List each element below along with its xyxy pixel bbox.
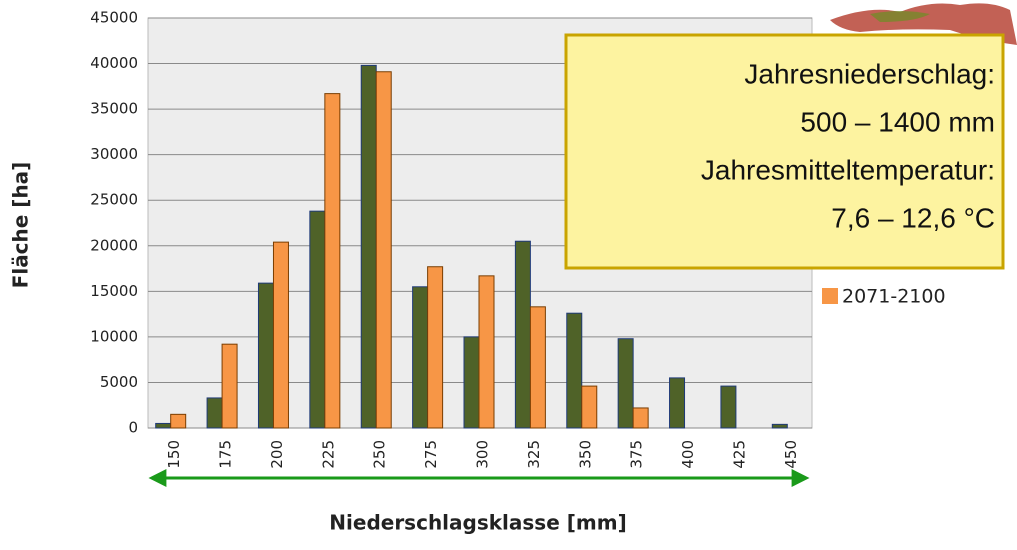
annotation-line: 7,6 – 12,6 °C bbox=[831, 202, 995, 233]
bar bbox=[427, 266, 444, 429]
annotation-line: Jahresmitteltemperatur: bbox=[701, 154, 995, 185]
bar bbox=[632, 407, 649, 429]
y-tick-label: 15000 bbox=[90, 282, 138, 300]
x-tick-label: 425 bbox=[730, 440, 748, 469]
x-tick-label: 375 bbox=[628, 440, 646, 469]
annotation-line: 500 – 1400 mm bbox=[800, 106, 995, 137]
annotation-line: Jahresniederschlag: bbox=[744, 58, 995, 89]
bar bbox=[272, 241, 289, 429]
y-tick-label: 10000 bbox=[90, 327, 138, 345]
bar bbox=[375, 71, 392, 429]
bar bbox=[720, 385, 737, 429]
bar bbox=[514, 240, 531, 429]
bar bbox=[412, 286, 429, 429]
x-tick-label: 250 bbox=[371, 440, 389, 469]
bar bbox=[221, 343, 238, 429]
x-tick-label: 325 bbox=[525, 440, 543, 469]
legend-swatch bbox=[822, 288, 838, 304]
x-tick-label: 175 bbox=[217, 440, 235, 469]
bar bbox=[529, 306, 546, 429]
y-tick-label: 30000 bbox=[90, 145, 138, 163]
bar bbox=[771, 423, 788, 429]
annotation-box bbox=[564, 33, 1005, 270]
bar bbox=[324, 93, 341, 429]
y-axis-title: Fläche [ha] bbox=[9, 162, 33, 289]
x-axis-title: Niederschlagsklasse [mm] bbox=[329, 511, 626, 535]
bar bbox=[463, 336, 480, 429]
x-tick-label: 300 bbox=[474, 440, 492, 469]
y-tick-label: 0 bbox=[128, 419, 138, 437]
x-tick-label: 400 bbox=[679, 440, 697, 469]
bar bbox=[155, 422, 172, 429]
bar bbox=[206, 397, 223, 429]
bar bbox=[478, 275, 495, 429]
y-tick-label: 45000 bbox=[90, 9, 138, 27]
y-tick-label: 5000 bbox=[100, 373, 138, 391]
legend-label: 2071-2100 bbox=[842, 286, 946, 308]
y-tick-label: 20000 bbox=[90, 236, 138, 254]
y-tick-label: 25000 bbox=[90, 191, 138, 209]
bar bbox=[669, 377, 686, 429]
x-tick-label: 150 bbox=[165, 440, 183, 469]
bar bbox=[309, 210, 326, 429]
x-tick-label: 225 bbox=[319, 440, 337, 469]
x-tick-label: 200 bbox=[268, 440, 286, 469]
y-tick-label: 40000 bbox=[90, 54, 138, 72]
y-tick-label: 35000 bbox=[90, 100, 138, 118]
bar bbox=[360, 64, 377, 429]
bar bbox=[170, 413, 187, 429]
bar bbox=[617, 338, 634, 429]
bar bbox=[581, 385, 598, 429]
bar bbox=[566, 312, 583, 429]
x-tick-label: 350 bbox=[576, 440, 594, 469]
x-tick-label: 450 bbox=[782, 440, 800, 469]
x-tick-label: 275 bbox=[422, 440, 440, 469]
bar bbox=[257, 282, 274, 429]
